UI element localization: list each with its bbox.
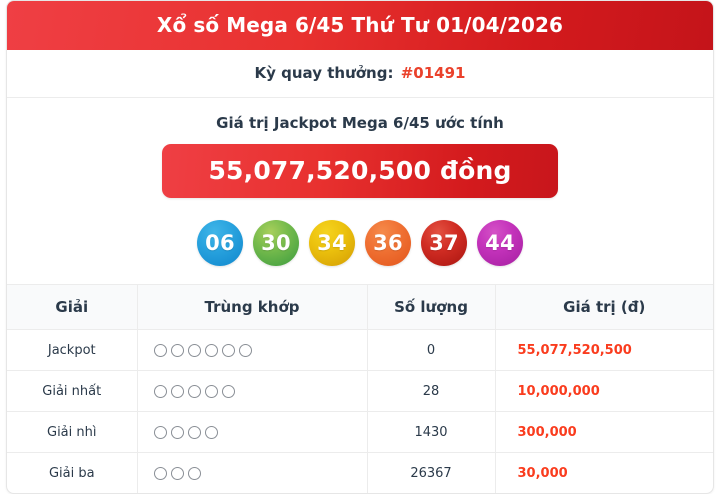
jackpot-caption: Giá trị Jackpot Mega 6/45 ước tính (216, 114, 504, 132)
match-circle-icon (204, 343, 218, 357)
cell-prize-name: Giải nhất (7, 370, 138, 412)
table-header-row: Giải Trùng khớp Số lượng Giá trị (đ) (7, 284, 713, 330)
draw-label: Kỳ quay thưởng: (254, 64, 394, 82)
cell-winner-count: 0 (367, 329, 496, 371)
cell-winner-count: 1430 (367, 411, 496, 453)
match-dot-group (153, 425, 367, 439)
cell-prize-name: Jackpot (7, 329, 138, 371)
match-circle-icon (153, 425, 167, 439)
match-circle-icon (170, 466, 184, 480)
cell-prize-value: 55,077,520,500 (495, 329, 713, 371)
winning-number-ball: 44 (477, 220, 523, 266)
cell-match-pattern (137, 370, 368, 412)
table-row: Giải nhì 1430 300,000 (7, 411, 713, 453)
match-circle-icon (153, 384, 167, 398)
prize-table-body: Jackpot 0 55,077,520,500 Giải nhất 28 10,000,… (7, 329, 713, 493)
jackpot-amount-badge: 55,077,520,500 đồng (162, 144, 558, 198)
match-circle-icon (204, 384, 218, 398)
match-circle-icon (170, 425, 184, 439)
table-row: Jackpot 0 55,077,520,500 (7, 329, 713, 371)
match-circle-icon (187, 343, 201, 357)
match-circle-icon (153, 466, 167, 480)
match-circle-icon (221, 343, 235, 357)
column-header-count: Số lượng (367, 284, 496, 330)
draw-id: #01491 (400, 64, 466, 82)
prize-table: Giải Trùng khớp Số lượng Giá trị (đ) Jac… (7, 284, 713, 493)
match-circle-icon (238, 343, 252, 357)
match-circle-icon (153, 343, 167, 357)
column-header-prize: Giải (7, 284, 138, 330)
column-header-value: Giá trị (đ) (495, 284, 713, 330)
jackpot-section: Giá trị Jackpot Mega 6/45 ước tính 55,07… (7, 98, 713, 204)
match-circle-icon (187, 466, 201, 480)
cell-match-pattern (137, 452, 368, 493)
cell-prize-value: 30,000 (495, 452, 713, 493)
match-dot-group (153, 343, 367, 357)
match-circle-icon (187, 425, 201, 439)
winning-number-ball: 30 (253, 220, 299, 266)
draw-info: Kỳ quay thưởng: #01491 (7, 50, 713, 98)
match-circle-icon (204, 425, 218, 439)
match-circle-icon (187, 384, 201, 398)
match-dot-group (153, 466, 367, 480)
match-dot-group (153, 384, 367, 398)
lottery-result-card: Xổ số Mega 6/45 Thứ Tư 01/04/2026 Kỳ qua… (6, 0, 714, 494)
table-row: Giải ba 26367 30,000 (7, 452, 713, 493)
match-circle-icon (221, 384, 235, 398)
cell-winner-count: 28 (367, 370, 496, 412)
cell-prize-value: 10,000,000 (495, 370, 713, 412)
cell-prize-value: 300,000 (495, 411, 713, 453)
prize-table-header: Giải Trùng khớp Số lượng Giá trị (đ) (7, 284, 713, 330)
cell-winner-count: 26367 (367, 452, 496, 493)
cell-prize-name: Giải nhì (7, 411, 138, 453)
winning-number-ball: 06 (197, 220, 243, 266)
winning-number-ball: 37 (421, 220, 467, 266)
match-circle-icon (170, 384, 184, 398)
cell-match-pattern (137, 329, 368, 371)
cell-match-pattern (137, 411, 368, 453)
winning-number-ball: 36 (365, 220, 411, 266)
match-circle-icon (170, 343, 184, 357)
column-header-matches: Trùng khớp (137, 284, 368, 330)
page-title: Xổ số Mega 6/45 Thứ Tư 01/04/2026 (7, 1, 713, 50)
winning-number-ball: 34 (309, 220, 355, 266)
cell-prize-name: Giải ba (7, 452, 138, 493)
table-row: Giải nhất 28 10,000,000 (7, 370, 713, 412)
winning-numbers-row: 06 30 34 36 37 44 (7, 204, 713, 284)
